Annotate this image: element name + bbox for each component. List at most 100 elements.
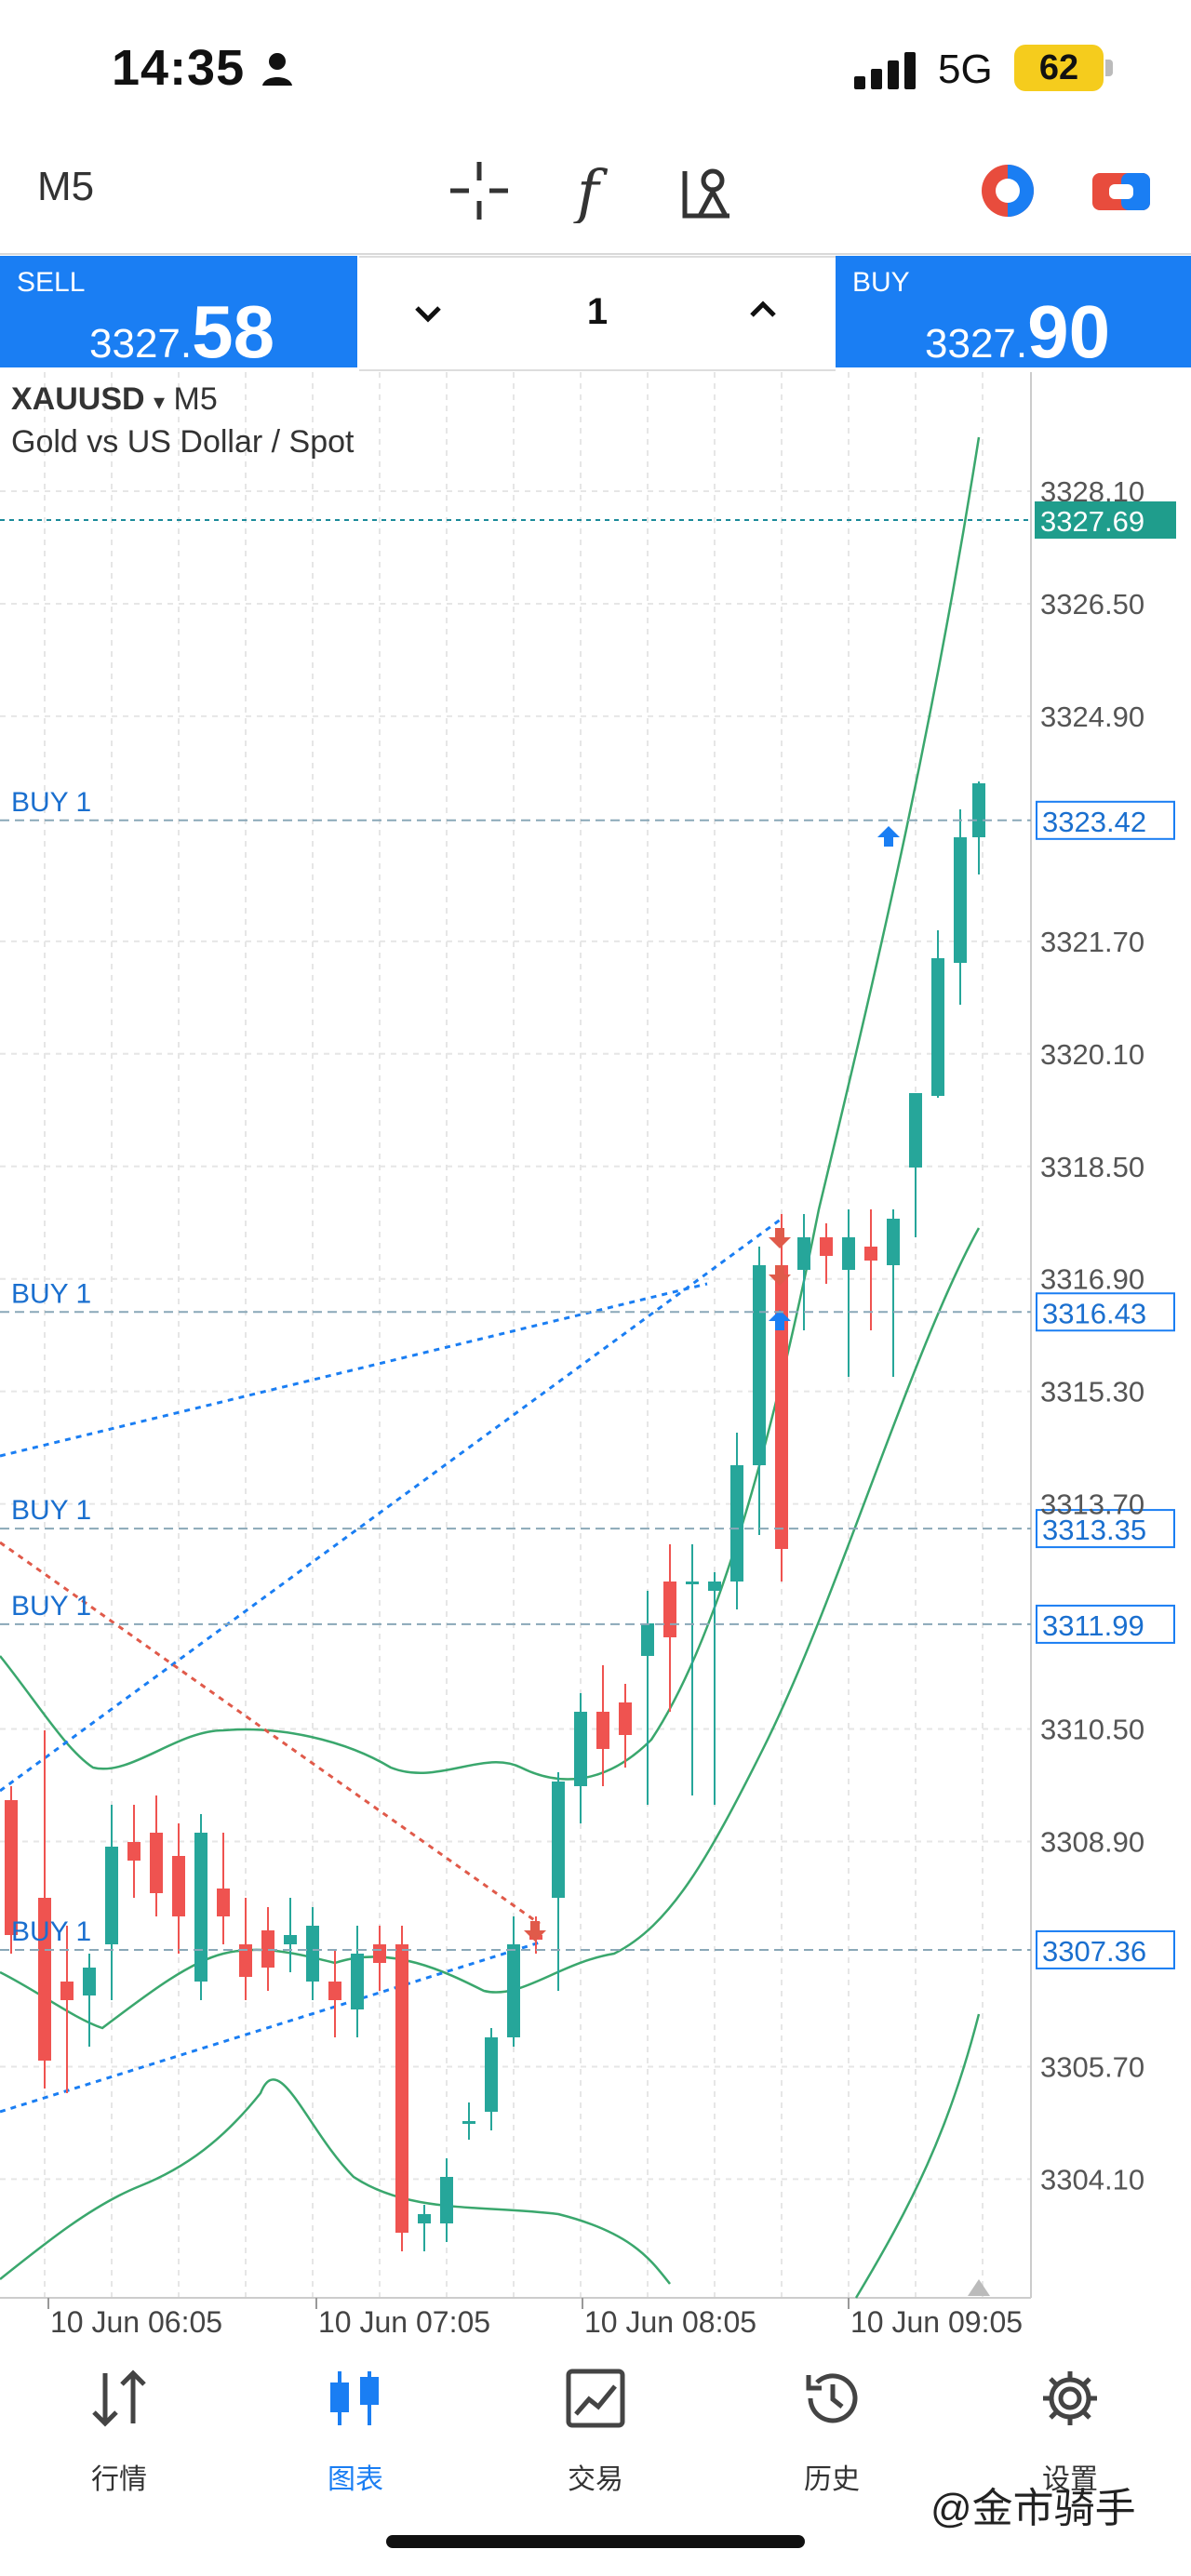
function-icon[interactable]: f xyxy=(564,158,629,223)
timeframe-button[interactable]: M5 xyxy=(37,164,95,209)
svg-text:f: f xyxy=(573,158,609,223)
candle-body xyxy=(887,1219,900,1265)
one-click-trading-icon[interactable] xyxy=(1089,158,1154,223)
order-price-box xyxy=(1036,1604,1175,1644)
price-chart[interactable]: BUY 1 3323.42 BUY 1 3316.43 BUY 1 3313.35 BUY … xyxy=(0,372,1191,2335)
time-axis: 10 Jun 06:05 10 Jun 07:05 10 Jun 08:05 10 J… xyxy=(47,2298,1023,2335)
candle-body xyxy=(105,1847,118,1944)
candle-body xyxy=(217,1889,230,1916)
sell-price: 3327.58 xyxy=(89,289,274,375)
buy-arrow-icon xyxy=(877,826,900,847)
candle-body xyxy=(507,1944,520,2037)
nav-settings-label: 设置 xyxy=(1042,2464,1098,2495)
watermark: @金市骑手 xyxy=(930,2486,1136,2531)
price-tick-label: 3324.90 xyxy=(1040,701,1144,733)
order-price: 3316.43 xyxy=(1042,1297,1146,1329)
status-time: 14:35 xyxy=(112,40,246,96)
price-tick-label: 3315.30 xyxy=(1040,1376,1144,1408)
candle-body xyxy=(172,1856,185,1916)
order-label: BUY 1 xyxy=(11,787,91,818)
price-tick-label: 3318.50 xyxy=(1040,1151,1144,1183)
nav-trade-label: 交易 xyxy=(568,2464,623,2495)
color-scheme-icon[interactable] xyxy=(975,158,1040,223)
candle-body xyxy=(574,1712,587,1786)
candle-body xyxy=(373,1944,386,1963)
candle-body xyxy=(194,1833,207,1982)
order-price: 3323.42 xyxy=(1042,806,1146,838)
person-icon xyxy=(262,53,292,86)
trade-dashed-line xyxy=(0,1217,783,1793)
nav-history-label: 历史 xyxy=(804,2464,860,2495)
candle-body xyxy=(641,1623,654,1656)
price-tick-label: 3313.70 xyxy=(1040,1488,1144,1521)
symbol-dropdown-icon[interactable]: ▾ xyxy=(154,390,166,415)
buy-price: 3327.90 xyxy=(925,289,1110,375)
history-icon xyxy=(806,2373,858,2423)
price-tick-label: 3316.90 xyxy=(1040,1263,1144,1296)
candle-body xyxy=(775,1265,788,1549)
band-line xyxy=(0,1227,981,2030)
candle-body xyxy=(485,2037,498,2112)
crosshair-icon[interactable] xyxy=(447,158,512,223)
sell-price-small: 3327. xyxy=(89,321,193,367)
increase-lot-icon[interactable] xyxy=(744,291,782,328)
order-price-box xyxy=(1036,1929,1175,1969)
candle-body xyxy=(60,1982,74,2000)
candle-body xyxy=(38,1898,51,2061)
chart-icon xyxy=(330,2371,379,2425)
sell-arrow-icon xyxy=(769,1228,791,1248)
price-tick-label: 3305.70 xyxy=(1040,2050,1144,2083)
price-tick-label: 3310.50 xyxy=(1040,1714,1144,1746)
order-lines: BUY 1 3323.42 BUY 1 3316.43 BUY 1 3313.35 BUY … xyxy=(0,787,1175,1969)
band-line xyxy=(0,2078,671,2285)
candle-body xyxy=(552,1782,565,1898)
candle-body xyxy=(418,2214,431,2223)
candlesticks xyxy=(5,781,985,2251)
lot-value[interactable]: 1 xyxy=(586,291,609,332)
price-axis: 3328.103326.503324.903321.703320.103318.… xyxy=(0,475,1176,2296)
candle-body xyxy=(239,1944,252,1977)
order-price-box xyxy=(1036,1292,1175,1332)
price-tick-label: 3304.10 xyxy=(1040,2163,1144,2196)
candle-body xyxy=(864,1247,877,1261)
scroll-end-icon xyxy=(968,2279,990,2296)
order-price: 3313.35 xyxy=(1042,1514,1146,1546)
symbol-name: XAUUSD xyxy=(11,381,145,417)
candle-body xyxy=(820,1237,833,1256)
order-label: BUY 1 xyxy=(11,1495,91,1526)
price-tick-label: 3326.50 xyxy=(1040,588,1144,621)
home-indicator xyxy=(386,2535,805,2548)
trade-dashed-line xyxy=(0,1941,541,2114)
chart-grid xyxy=(0,372,1032,2299)
order-price-box xyxy=(1036,800,1175,840)
battery-icon xyxy=(1105,60,1113,76)
price-tick-label: 3308.90 xyxy=(1040,1826,1144,1859)
trade-markers xyxy=(524,826,900,1942)
candle-body xyxy=(306,1926,319,1982)
order-price-box xyxy=(1036,1509,1175,1549)
sell-arrow-icon xyxy=(524,1921,546,1942)
current-price-box xyxy=(1035,501,1176,539)
candle-body xyxy=(730,1465,743,1582)
status-bar: 14:35 5G 62 xyxy=(0,0,1191,140)
candle-body xyxy=(686,1582,699,1584)
buy-label: BUY xyxy=(852,267,910,298)
time-tick-label: 10 Jun 09:05 xyxy=(850,2305,1023,2335)
band-line xyxy=(0,436,981,1781)
sell-button[interactable]: SELL 3327.58 xyxy=(0,256,357,373)
symbol-description: Gold vs US Dollar / Spot xyxy=(11,424,355,460)
buy-button[interactable]: BUY 3327.90 xyxy=(836,256,1191,373)
candle-body xyxy=(83,1968,96,1995)
candle-body xyxy=(395,1944,408,2233)
buy-price-big: 90 xyxy=(1027,290,1111,373)
candle-body xyxy=(351,1954,364,2009)
sell-price-big: 58 xyxy=(192,290,275,373)
decrease-lot-icon[interactable] xyxy=(409,295,447,332)
candle-body xyxy=(954,837,967,963)
order-label: BUY 1 xyxy=(11,1591,91,1622)
candle-body xyxy=(462,2121,475,2124)
order-label: BUY 1 xyxy=(11,1916,91,1947)
candle-body xyxy=(5,1800,18,1935)
objects-icon[interactable] xyxy=(677,158,743,223)
trade-dashed-line xyxy=(0,1282,708,1458)
